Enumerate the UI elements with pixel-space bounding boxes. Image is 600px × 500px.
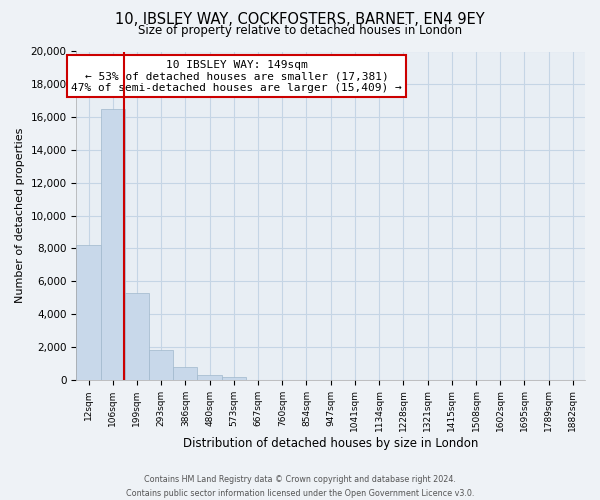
Text: 10, IBSLEY WAY, COCKFOSTERS, BARNET, EN4 9EY: 10, IBSLEY WAY, COCKFOSTERS, BARNET, EN4…: [115, 12, 485, 28]
X-axis label: Distribution of detached houses by size in London: Distribution of detached houses by size …: [183, 437, 478, 450]
Bar: [149, 350, 173, 380]
Bar: [173, 368, 197, 380]
Bar: [101, 109, 125, 380]
Text: Size of property relative to detached houses in London: Size of property relative to detached ho…: [138, 24, 462, 37]
Bar: [197, 374, 222, 380]
Y-axis label: Number of detached properties: Number of detached properties: [15, 128, 25, 303]
Text: Contains HM Land Registry data © Crown copyright and database right 2024.
Contai: Contains HM Land Registry data © Crown c…: [126, 476, 474, 498]
Bar: [222, 377, 246, 380]
Bar: [76, 245, 101, 380]
Text: 10 IBSLEY WAY: 149sqm
← 53% of detached houses are smaller (17,381)
47% of semi-: 10 IBSLEY WAY: 149sqm ← 53% of detached …: [71, 60, 402, 93]
Bar: [125, 292, 149, 380]
